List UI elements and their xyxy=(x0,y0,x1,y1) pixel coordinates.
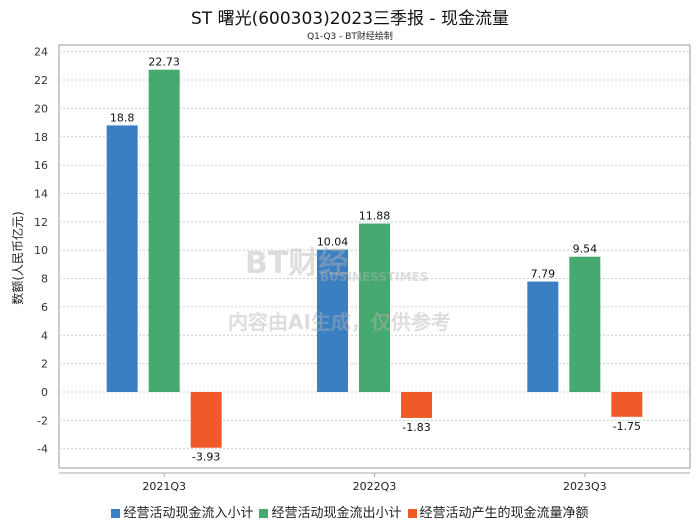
watermark-notice: 内容由AI生成，仅供参考 xyxy=(228,310,451,334)
bar xyxy=(190,392,222,448)
data-label: 7.79 xyxy=(531,268,556,281)
legend-item[interactable]: 经营活动产生的现金流量净额 xyxy=(407,506,589,521)
data-label: 11.88 xyxy=(359,210,391,223)
data-label: 10.04 xyxy=(317,236,349,249)
data-label: 9.54 xyxy=(573,243,598,256)
y-tick-label: 12 xyxy=(34,216,48,229)
chart-subtitle: Q1-Q3 - BT财经绘制 xyxy=(307,32,393,42)
legend-label: 经营活动现金流出小计 xyxy=(271,506,402,521)
y-tick-label: 4 xyxy=(41,329,48,342)
watermark-logo-sub: BUSINESSTIMES xyxy=(320,270,429,284)
legend-item[interactable]: 经营活动现金流出小计 xyxy=(259,506,402,521)
y-tick-label: -2 xyxy=(37,414,48,427)
y-tick-label: 10 xyxy=(34,244,48,257)
bar-chart: 242220181614121086420-2-4数额(人民币亿元)2021Q3… xyxy=(10,44,691,493)
bar xyxy=(401,392,432,418)
bar xyxy=(569,256,601,392)
data-label: 18.8 xyxy=(110,111,135,124)
y-tick-label: 14 xyxy=(34,187,48,200)
y-tick-label: 16 xyxy=(34,159,48,172)
y-tick-label: 0 xyxy=(41,386,48,399)
legend-swatch xyxy=(259,509,269,518)
data-label: -3.93 xyxy=(192,451,220,464)
chart-title: ST 曙光(600303)2023三季报 - 现金流量 xyxy=(191,9,509,29)
bar xyxy=(317,249,348,392)
bar xyxy=(527,281,559,392)
x-tick-label: 2021Q3 xyxy=(142,480,186,493)
chart-legend: 经营活动现金流入小计 经营活动现金流出小计 经营活动产生的现金流量净额 xyxy=(0,502,700,521)
y-axis-label: 数额(人民币亿元) xyxy=(10,211,25,304)
x-tick-label: 2023Q3 xyxy=(563,480,607,493)
bar xyxy=(359,223,390,392)
legend-item[interactable]: 经营活动现金流入小计 xyxy=(111,506,253,521)
y-tick-label: 24 xyxy=(34,46,48,59)
bar xyxy=(106,125,138,392)
legend-swatch xyxy=(407,509,417,518)
bar xyxy=(611,392,643,417)
y-tick-label: 6 xyxy=(41,301,48,314)
data-label: 22.73 xyxy=(148,56,180,69)
legend-label: 经营活动现金流入小计 xyxy=(123,506,254,521)
bar xyxy=(148,69,180,392)
data-label: -1.75 xyxy=(613,420,641,433)
y-tick-label: 8 xyxy=(41,273,48,286)
x-tick-label: 2022Q3 xyxy=(353,480,397,493)
y-tick-label: 18 xyxy=(34,131,48,144)
legend-label: 经营活动产生的现金流量净额 xyxy=(419,506,589,521)
y-tick-label: 2 xyxy=(41,358,48,371)
y-tick-label: 22 xyxy=(34,74,48,87)
y-tick-label: -4 xyxy=(37,443,48,456)
data-label: -1.83 xyxy=(402,421,430,434)
y-tick-label: 20 xyxy=(34,102,48,115)
plot-area xyxy=(58,44,691,469)
watermark-logo: BT财经 xyxy=(245,246,349,281)
legend-swatch xyxy=(111,509,121,518)
